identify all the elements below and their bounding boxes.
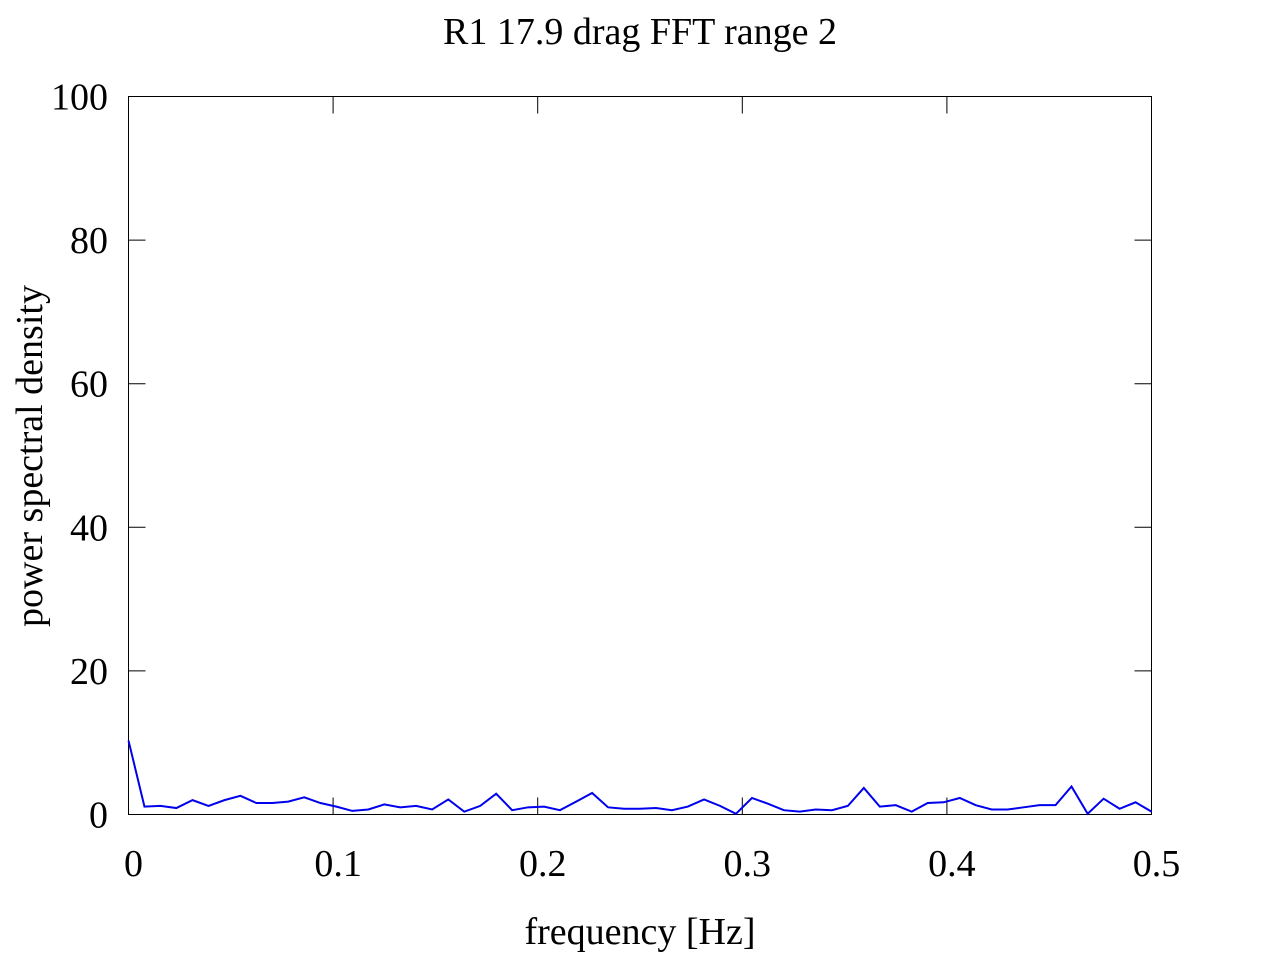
series-layer: [127, 740, 1153, 816]
chart-title: R1 17.9 drag FFT range 2: [443, 11, 837, 53]
y-tick-label: 80: [70, 220, 108, 262]
x-tick-label: 0: [124, 843, 143, 885]
x-axis-label: frequency [Hz]: [524, 911, 755, 953]
y-tick-label: 20: [70, 651, 108, 693]
series-line: [127, 740, 1153, 816]
y-axis-label: power spectral density: [9, 285, 51, 627]
x-tick-label: 0.3: [724, 843, 772, 885]
x-tick-label: 0.2: [519, 843, 567, 885]
y-tick-label: 100: [51, 77, 108, 119]
x-axis-ticks: 0 0.1 0.2 0.3 0.4 0.5: [124, 96, 1181, 885]
x-tick-label: 0.5: [1133, 843, 1181, 885]
plot-frame: [128, 96, 1152, 815]
y-axis-ticks: 0 20 40 60 80 100: [51, 77, 1152, 837]
y-tick-label: 0: [89, 795, 108, 837]
y-tick-label: 60: [70, 364, 108, 406]
y-tick-label: 40: [70, 507, 108, 549]
x-tick-label: 0.1: [314, 843, 362, 885]
x-tick-label: 0.4: [928, 843, 976, 885]
